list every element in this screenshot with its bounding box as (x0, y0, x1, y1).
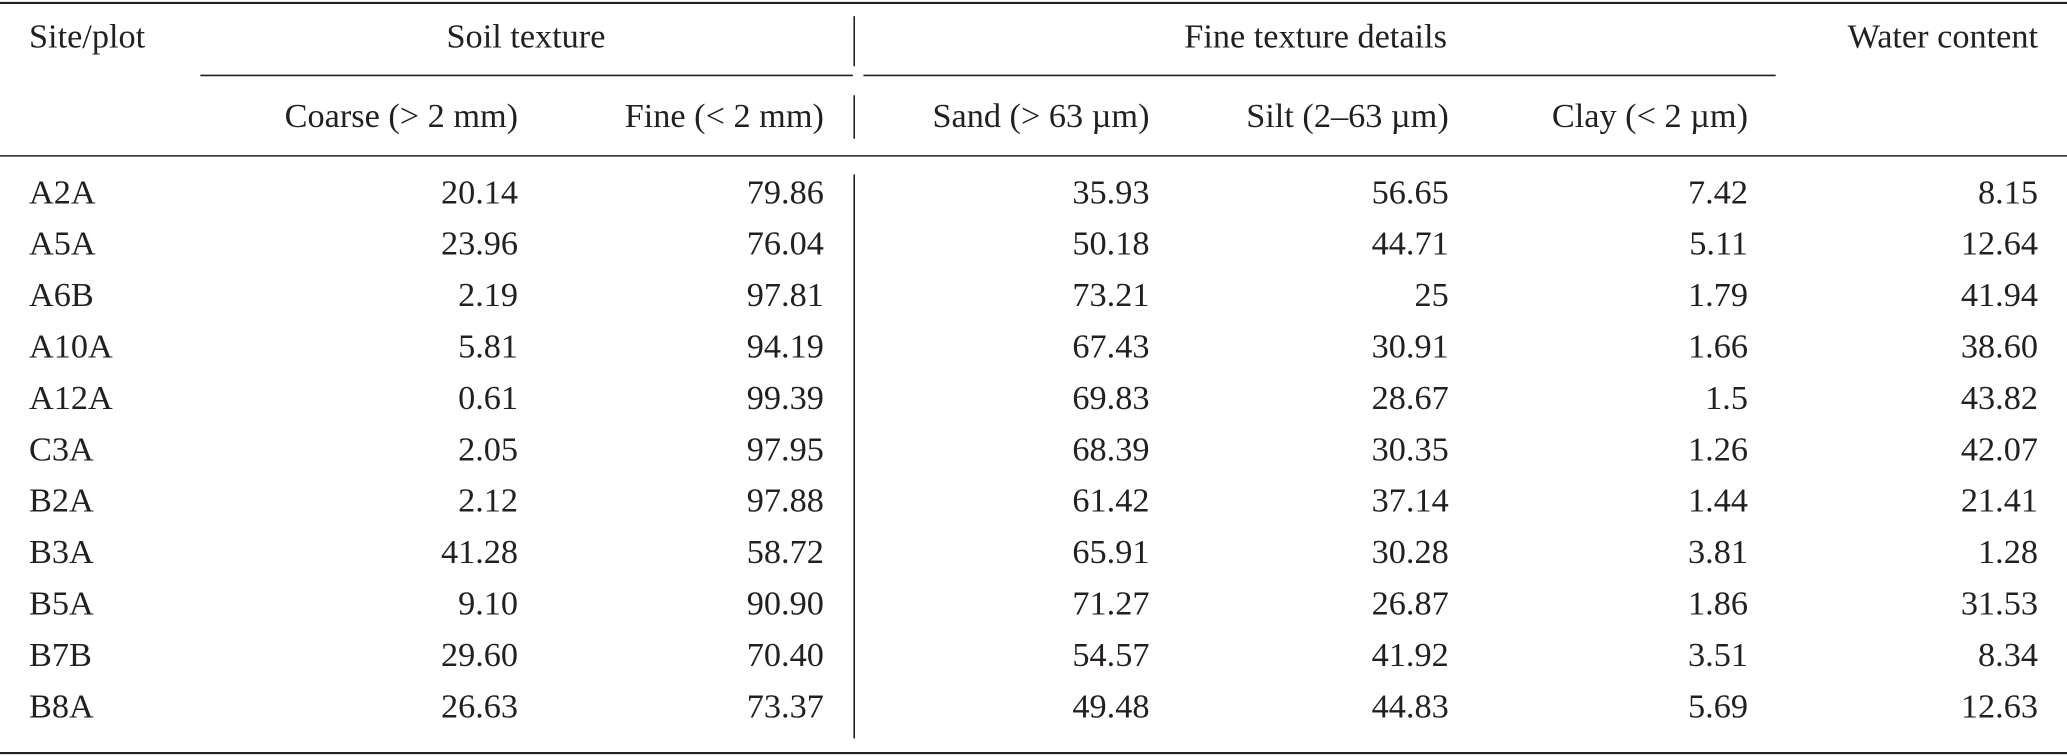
table-cell: 35.93 (1072, 173, 1149, 211)
row-label: C3A (29, 430, 94, 468)
table-cell: 8.15 (1978, 173, 2038, 211)
table-cell: 41.92 (1372, 636, 1449, 674)
table-cell: 43.82 (1961, 379, 2038, 417)
table-cell: 97.88 (747, 482, 824, 520)
row-label: B7B (29, 636, 92, 674)
table-cell: 31.53 (1961, 585, 2038, 623)
row-label: A10A (29, 328, 113, 366)
table-cell: 65.91 (1072, 533, 1149, 571)
table-cell: 67.43 (1072, 328, 1149, 366)
table-cell: 37.14 (1372, 482, 1449, 520)
table-cell: 8.34 (1978, 636, 2038, 674)
table-cell: 68.39 (1072, 430, 1149, 468)
table-cell: 0.61 (458, 379, 518, 417)
table-cell: 9.10 (458, 585, 518, 623)
table-cell: 70.40 (747, 636, 824, 674)
table-cell: 30.35 (1372, 430, 1449, 468)
table-cell: 42.07 (1961, 430, 2038, 468)
table-cell: 5.69 (1688, 687, 1748, 725)
table-cell: 73.37 (747, 687, 824, 725)
row-label: B5A (29, 585, 94, 623)
group-header: Soil texture (447, 18, 606, 56)
column-header: Silt (2–63 µm) (1246, 97, 1448, 135)
table-cell: 12.63 (1961, 687, 2038, 725)
table-cell: 41.94 (1961, 276, 2038, 314)
table-cell: 20.14 (441, 173, 518, 211)
row-label: A6B (29, 276, 94, 314)
table-cell: 2.12 (458, 482, 518, 520)
table-cell: 12.64 (1961, 225, 2038, 263)
column-header: Sand (> 63 µm) (932, 97, 1149, 135)
row-label: A2A (29, 173, 96, 211)
table-cell: 73.21 (1072, 276, 1149, 314)
table-cell: 1.79 (1688, 276, 1748, 314)
row-label: B2A (29, 482, 94, 520)
header-cell: Site/plot (29, 18, 146, 56)
table-cell: 7.42 (1688, 173, 1748, 211)
table-cell: 3.81 (1688, 533, 1748, 571)
table-cell: 50.18 (1072, 225, 1149, 263)
column-header: Coarse (> 2 mm) (285, 97, 518, 135)
header-cell: Water content (1848, 18, 2039, 56)
table-cell: 26.87 (1372, 585, 1449, 623)
table-cell: 5.11 (1689, 225, 1748, 263)
table-cell: 54.57 (1072, 636, 1149, 674)
table-cell: 28.67 (1372, 379, 1449, 417)
table-cell: 58.72 (747, 533, 824, 571)
table-cell: 69.83 (1072, 379, 1149, 417)
row-label: B8A (29, 687, 94, 725)
table-cell: 1.86 (1688, 585, 1748, 623)
table-cell: 99.39 (747, 379, 824, 417)
table-cell: 25 (1414, 276, 1448, 314)
table-cell: 1.5 (1705, 379, 1748, 417)
table-cell: 30.91 (1372, 328, 1449, 366)
table-cell: 1.26 (1688, 430, 1748, 468)
table-cell: 56.65 (1372, 173, 1449, 211)
table-cell: 26.63 (441, 687, 518, 725)
table-cell: 97.81 (747, 276, 824, 314)
table-cell: 90.90 (747, 585, 824, 623)
table-cell: 41.28 (441, 533, 518, 571)
table-cell: 29.60 (441, 636, 518, 674)
table-cell: 97.95 (747, 430, 824, 468)
column-header: Clay (< 2 µm) (1552, 97, 1748, 135)
table-cell: 1.66 (1688, 328, 1748, 366)
table-cell: 44.71 (1372, 225, 1449, 263)
table-cell: 49.48 (1072, 687, 1149, 725)
row-label: A5A (29, 225, 96, 263)
table-cell: 1.44 (1688, 482, 1748, 520)
row-label: A12A (29, 379, 113, 417)
table-cell: 5.81 (458, 328, 518, 366)
table-cell: 3.51 (1688, 636, 1748, 674)
table-cell: 23.96 (441, 225, 518, 263)
column-header: Fine (< 2 mm) (625, 97, 824, 135)
table-cell: 21.41 (1961, 482, 2038, 520)
table-cell: 76.04 (747, 225, 824, 263)
group-header: Fine texture details (1184, 18, 1447, 56)
table-cell: 71.27 (1072, 585, 1149, 623)
row-label: B3A (29, 533, 94, 571)
table-cell: 61.42 (1072, 482, 1149, 520)
table-cell: 30.28 (1372, 533, 1449, 571)
table-cell: 2.05 (458, 430, 518, 468)
table-cell: 2.19 (458, 276, 518, 314)
table-cell: 38.60 (1961, 328, 2038, 366)
table-cell: 79.86 (747, 173, 824, 211)
table-cell: 1.28 (1978, 533, 2038, 571)
table-cell: 94.19 (747, 328, 824, 366)
table-cell: 44.83 (1372, 687, 1449, 725)
